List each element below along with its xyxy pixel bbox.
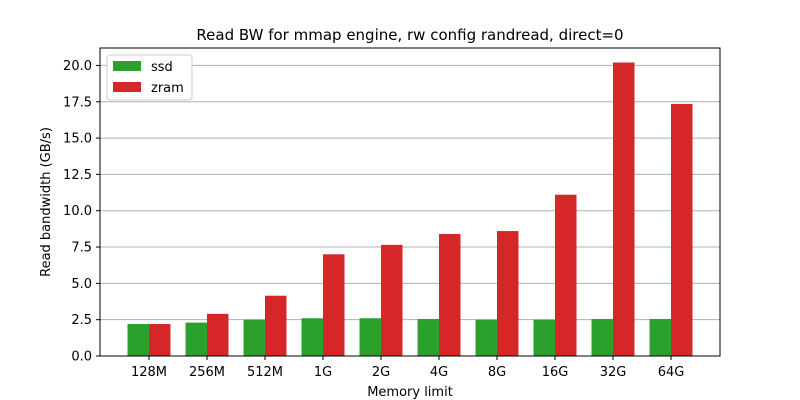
x-tick-label: 2G [372, 365, 390, 380]
plot-frame [99, 47, 721, 357]
x-tick-label: 64G [658, 365, 685, 380]
bar-ssd-4G [417, 318, 439, 356]
x-axis-title: Memory limit [367, 385, 453, 400]
x-tick-label: 256M [189, 365, 225, 380]
bar-ssd-16G [533, 319, 555, 356]
x-tick-label: 16G [542, 365, 569, 380]
y-tick-label: 7.5 [71, 241, 92, 256]
bar-zram-512M [265, 295, 287, 356]
bar-ssd-32G [591, 318, 613, 356]
legend-swatch-zram [113, 82, 141, 92]
bar-ssd-64G [649, 318, 671, 356]
x-axis-ticks: 128M 256M 512M 1G 2G 4G 8G 16G 32G 64G [131, 356, 684, 380]
x-tick-label: 1G [314, 365, 332, 380]
bar-zram-16G [555, 194, 577, 356]
bar-ssd-1G [301, 318, 323, 356]
y-axis-title: Read bandwidth (GB/s) [39, 127, 54, 277]
x-tick-label: 32G [600, 365, 627, 380]
x-tick-label: 8G [488, 365, 506, 380]
y-tick-label: 10.0 [63, 204, 92, 219]
bar-zram-8G [497, 231, 519, 356]
bar-ssd-128M [127, 324, 149, 356]
legend-swatch-ssd [113, 61, 141, 71]
y-tick-label: 17.5 [63, 95, 92, 110]
bars [127, 62, 693, 357]
bar-zram-4G [439, 233, 461, 356]
x-tick-label: 128M [131, 365, 167, 380]
bar-zram-256M [207, 313, 229, 356]
legend: ssd zram [106, 54, 193, 101]
bar-ssd-8G [475, 319, 497, 356]
y-tick-label: 0.0 [71, 350, 92, 365]
legend-label-zram: zram [151, 81, 184, 96]
bar-zram-2G [381, 244, 403, 356]
y-tick-label: 2.5 [71, 313, 92, 328]
y-tick-label: 12.5 [63, 168, 92, 183]
y-tick-label: 5.0 [71, 277, 92, 292]
x-tick-label: 4G [430, 365, 448, 380]
y-tick-label: 20.0 [63, 59, 92, 74]
bar-ssd-512M [243, 319, 265, 356]
bar-zram-32G [613, 62, 635, 357]
bar-zram-64G [671, 103, 693, 356]
chart-title: Read BW for mmap engine, rw config randr… [196, 26, 623, 44]
bar-zram-1G [323, 254, 345, 356]
y-tick-label: 15.0 [63, 132, 92, 147]
legend-label-ssd: ssd [151, 60, 173, 75]
bar-ssd-2G [359, 318, 381, 356]
bar-zram-128M [149, 324, 171, 356]
x-tick-label: 512M [247, 365, 283, 380]
y-axis-ticks: 0.0 2.5 5.0 7.5 10.0 12.5 15.0 17.5 20.0 [63, 59, 100, 365]
bar-ssd-256M [185, 322, 207, 356]
